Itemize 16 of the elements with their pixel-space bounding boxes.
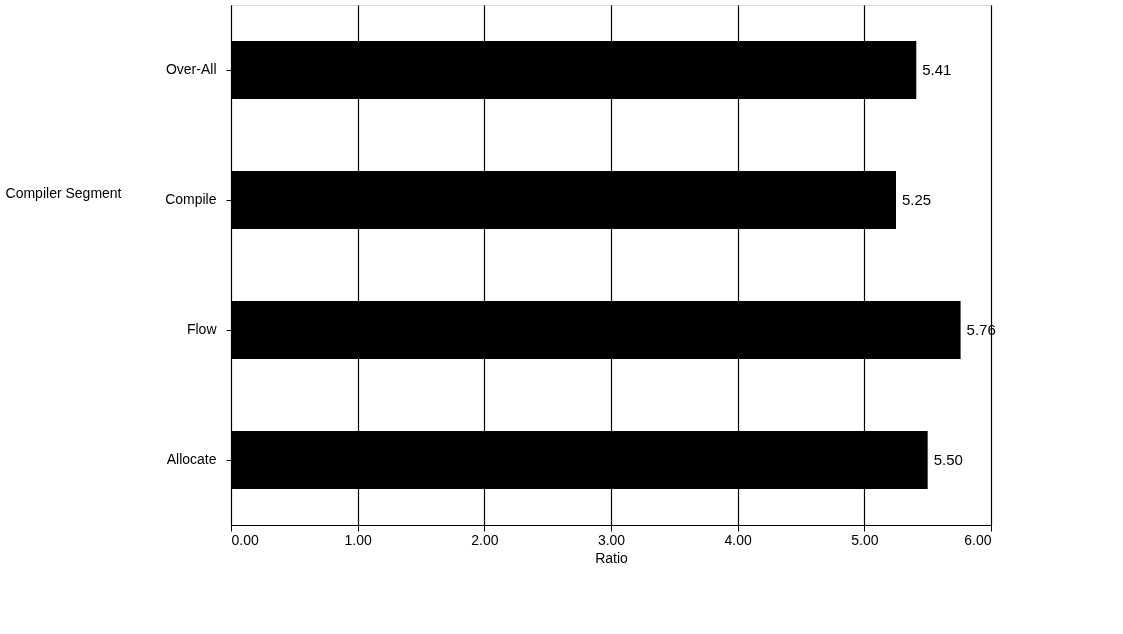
y-tick-label: Over-All	[165, 61, 217, 77]
data-label: 5.25	[902, 191, 932, 208]
y-tick-label: Flow	[186, 321, 218, 337]
x-tick-label: 6.00	[964, 531, 992, 548]
y-tick-label: Compile	[165, 191, 217, 207]
x-tick-label: 1.00	[344, 531, 372, 548]
data-label: 5.41	[922, 61, 952, 78]
y-tick-label: Allocate	[166, 451, 217, 467]
x-tick-label: 4.00	[724, 531, 752, 548]
x-tick-label: 3.00	[597, 531, 626, 548]
y-axis-title: Compiler Segment	[5, 184, 122, 201]
x-axis-title: Ratio	[595, 549, 629, 566]
x-tick-label: 2.00	[471, 531, 499, 548]
data-label: 5.50	[933, 451, 963, 468]
x-tick-label: 0.00	[231, 531, 259, 548]
x-tick-label: 5.00	[851, 531, 879, 548]
